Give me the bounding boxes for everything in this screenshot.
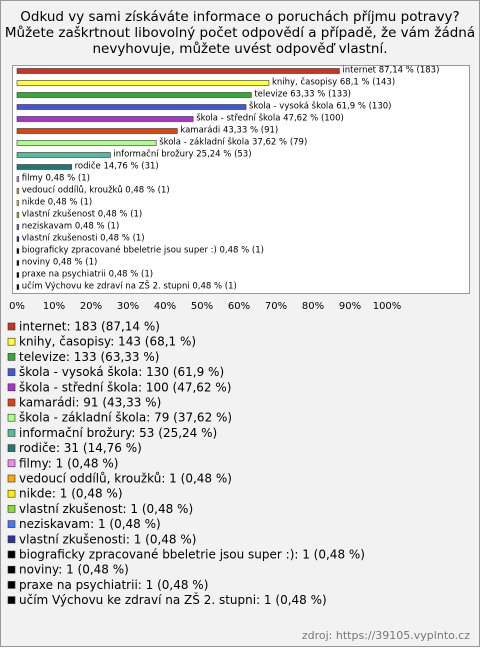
x-tick-label: 90% (339, 301, 361, 312)
bar (16, 224, 20, 230)
legend-swatch (7, 550, 16, 559)
x-tick-label: 0% (9, 301, 25, 312)
plot-area (12, 65, 470, 294)
data-label: praxe na psychiatrii 0,48 % (1) (22, 270, 153, 280)
bar (16, 116, 194, 122)
legend-entry: noviny: 1 (0,48 %) (19, 563, 129, 577)
data-label: neziskavam 0,48 % (1) (22, 222, 120, 232)
bar (16, 140, 157, 146)
legend-entry: kamarádi: 91 (43,33 %) (19, 396, 161, 410)
legend-entry: vlastní zkušenost: 1 (0,48 %) (19, 502, 193, 516)
legend-entry: škola - vysoká škola: 130 (61,9 %) (19, 365, 224, 379)
legend-entry: praxe na psychiatrii: 1 (0,48 %) (19, 578, 208, 592)
legend-swatch (7, 444, 16, 452)
bar (16, 92, 252, 98)
legend-entry: škola - střední škola: 100 (47,62 %) (19, 380, 231, 394)
legend-entry: vedoucí oddílů, kroužků: 1 (0,48 %) (19, 472, 232, 486)
data-label: kamarádi 43,33 % (91) (180, 126, 278, 136)
bar (16, 128, 178, 134)
data-label: učím Výchovu ke zdraví na ZŠ 2. stupni 0… (22, 280, 237, 292)
legend-entry: neziskavam: 1 (0,48 %) (19, 517, 161, 531)
data-label: filmy 0,48 % (1) (22, 174, 90, 184)
bar (16, 236, 20, 242)
data-label: škola - střední škola 47,62 % (100) (196, 113, 344, 124)
data-label: knihy, časopisy 68,1 % (143) (272, 77, 395, 88)
title-line: Můžete zaškrtnout libovolný počet odpově… (5, 25, 475, 41)
legend-swatch (7, 474, 16, 483)
legend-swatch (7, 535, 16, 544)
data-label: vedoucí oddílů, kroužků 0,48 % (1) (22, 185, 170, 196)
legend-swatch (7, 322, 16, 331)
data-label: vlastní zkušenost 0,48 % (1) (22, 209, 142, 220)
bar (16, 80, 270, 86)
data-label: škola - vysoká škola 61,9 % (130) (249, 101, 391, 112)
legend-swatch (7, 383, 16, 392)
data-label: televize 63,33 % (133) (254, 90, 351, 100)
data-label: noviny 0,48 % (1) (22, 258, 98, 268)
bar (16, 188, 20, 194)
legend-entry: internet: 183 (87,14 %) (19, 320, 160, 334)
legend-entry: rodiče: 31 (14,76 %) (19, 441, 142, 455)
legend-swatch (7, 429, 16, 437)
x-tick-label: 20% (80, 301, 102, 312)
legend-entry: škola - základní škola: 79 (37,62 %) (19, 411, 232, 425)
legend-entry: informační brožury: 53 (25,24 %) (19, 426, 217, 440)
bar (16, 68, 340, 74)
legend-swatch (7, 520, 16, 528)
legend-swatch (7, 337, 16, 346)
legend-swatch (7, 459, 16, 468)
legend-swatch (7, 581, 16, 589)
legend-swatch (7, 596, 16, 604)
legend-swatch (7, 353, 16, 361)
bar (16, 284, 20, 290)
data-label: biograficky zpracované bbeletrie jsou su… (22, 245, 264, 256)
legend-swatch (7, 413, 16, 422)
data-label: internet 87,14 % (183) (342, 66, 439, 76)
data-label: vlastní zkušenosti 0,48 % (1) (22, 233, 145, 244)
legend-entry: učím Výchovu ke zdraví na ZŠ 2. stupni: … (19, 592, 327, 607)
legend-entry: biograficky zpracované bbeletrie jsou su… (19, 548, 365, 562)
data-label: rodiče 14,76 % (31) (75, 161, 159, 172)
x-tick-label: 70% (265, 301, 287, 312)
x-tick-label: 60% (228, 301, 250, 312)
legend-entry: knihy, časopisy: 143 (68,1 %) (19, 335, 196, 349)
legend-entry: nikde: 1 (0,48 %) (19, 487, 123, 501)
x-tick-label: 80% (302, 301, 324, 312)
legend-entry: filmy: 1 (0,48 %) (19, 456, 118, 470)
bar (16, 248, 20, 254)
legend-entry: vlastní zkušenosti: 1 (0,48 %) (19, 532, 196, 546)
legend-swatch (7, 398, 16, 407)
bar (16, 152, 111, 158)
x-tick-label: 30% (117, 301, 139, 312)
legend-swatch (7, 489, 16, 498)
legend-swatch (7, 368, 16, 376)
bar (16, 176, 20, 182)
bar (16, 104, 247, 110)
x-tick-label: 50% (191, 301, 213, 312)
x-tick-label: 40% (154, 301, 176, 312)
x-tick-label: 100% (373, 301, 402, 312)
bar (16, 272, 20, 278)
x-tick-label: 10% (43, 301, 65, 312)
bar (16, 260, 20, 266)
bar (16, 212, 20, 218)
data-label: škola - základní škola 37,62 % (79) (159, 137, 307, 148)
data-label: nikde 0,48 % (1) (22, 198, 92, 208)
bar (16, 200, 20, 206)
legend-swatch (7, 505, 16, 513)
legend-swatch (7, 565, 16, 574)
bar (16, 164, 72, 170)
legend-entry: televize: 133 (63,33 %) (19, 350, 159, 364)
data-label: informační brožury 25,24 % (53) (113, 149, 251, 160)
title-line: Odkud vy sami získáváte informace o poru… (20, 9, 459, 25)
title-line: nevyhovuje, můžete uvést odpověď vlastní… (92, 41, 387, 57)
source: zdroj: https://39105.vyplnto.cz (302, 629, 470, 642)
